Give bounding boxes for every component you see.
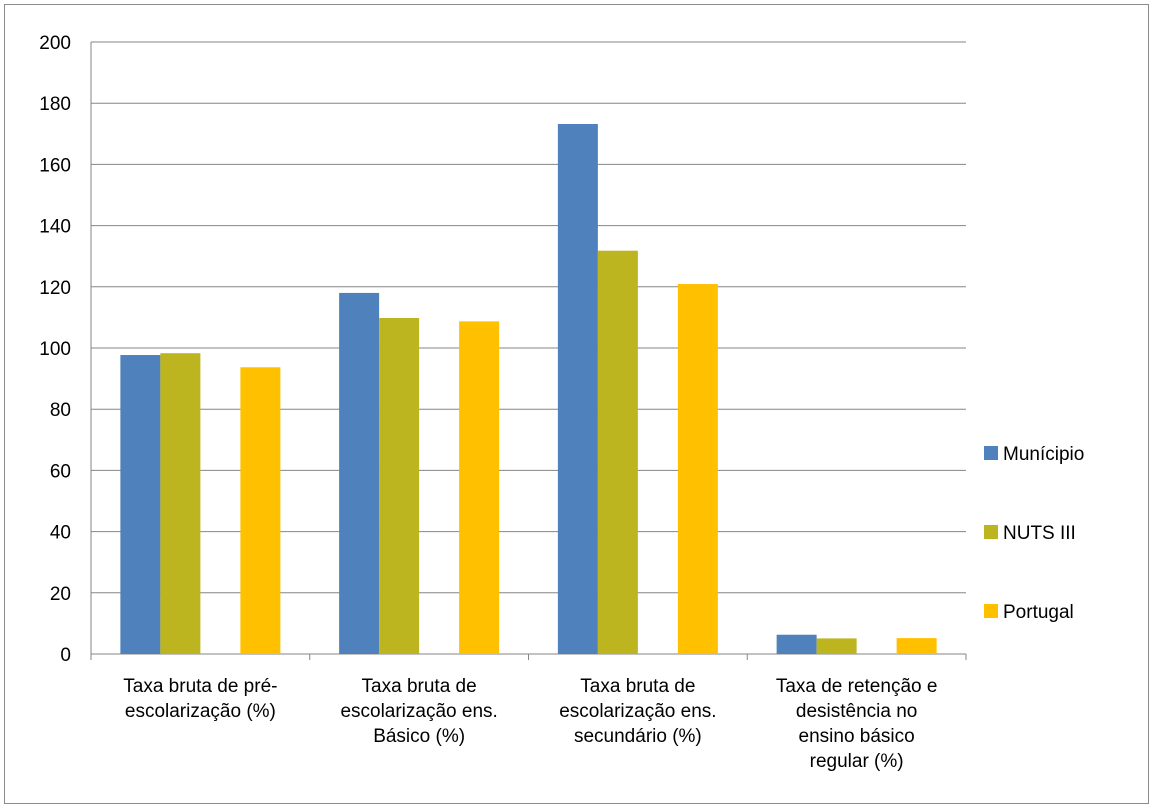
bar-nuts-iii-3 [816,638,857,654]
x-category-label: Taxa bruta de escolarização ens. secundári… [559,676,716,747]
y-tick-label: 20 [50,584,71,605]
bar-portugal-2 [677,284,718,654]
legend-swatch [984,604,998,618]
legend-swatch [984,525,998,539]
y-tick-label: 60 [50,461,71,482]
bar-munícipio-1 [339,292,380,654]
bar-nuts-iii-1 [379,318,420,654]
x-category-label: Taxa bruta de escolarização ens. Básico (%… [340,676,497,747]
y-tick-label: 80 [50,400,71,421]
legend-label: Munícipio [1003,444,1084,465]
bar-munícipio-0 [120,355,161,654]
axes [90,42,967,660]
bar-munícipio-3 [776,634,817,654]
bar-portugal-0 [240,367,281,654]
x-category-label: Taxa bruta de pré-escolarização (%) [123,676,277,722]
y-tick-label: 120 [39,278,71,299]
legend-swatch [984,446,998,460]
y-tick-label: 160 [39,155,71,176]
y-tick-label: 200 [39,33,71,54]
y-tick-label: 140 [39,217,71,238]
bar-portugal-3 [896,638,937,654]
bar-portugal-1 [459,321,500,654]
y-tick-label: 100 [39,339,71,360]
bar-nuts-iii-0 [160,353,201,654]
bars [120,124,937,655]
y-tick-label: 0 [60,645,71,666]
y-tick-labels: 0 20 40 60 80 100 120 140 160 180 200 [39,33,71,666]
gridlines [91,41,966,594]
bar-chart: 0 20 40 60 80 100 120 140 160 180 200 Taxa bruta d… [39,33,1084,772]
x-category-labels: Taxa bruta de pré-escolarização (%) Taxa … [123,676,937,772]
chart-frame: 0 20 40 60 80 100 120 140 160 180 200 Taxa bruta d… [4,4,1149,804]
bar-nuts-iii-2 [597,250,638,654]
y-tick-label: 180 [39,94,71,115]
y-tick-label: 40 [50,523,71,544]
legend-label: NUTS III [1003,523,1076,544]
legend-label: Portugal [1003,602,1074,623]
x-category-label: Taxa de retenção e desistência no ensino b… [776,676,938,772]
bar-munícipio-2 [557,124,598,655]
legend: Munícipio NUTS III Portugal [984,444,1084,623]
